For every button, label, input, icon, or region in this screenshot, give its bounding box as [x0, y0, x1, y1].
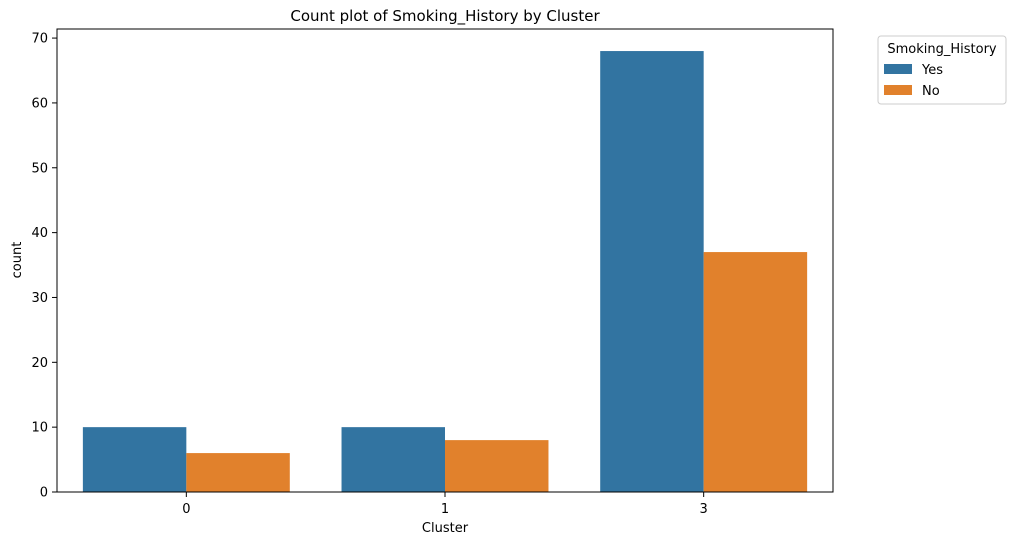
- plot-frame: [56, 28, 834, 493]
- legend-title: Smoking_History: [887, 42, 997, 57]
- x-axis-label: Cluster: [422, 521, 469, 536]
- y-tick-label: 20: [31, 356, 48, 371]
- bar-no-cluster-0: [186, 453, 290, 492]
- plot-area: 0 10 20 30 40 50 60 70 0 1 3: [31, 32, 808, 517]
- bar-no-cluster-1: [445, 440, 549, 492]
- y-tick-label: 70: [31, 32, 48, 47]
- x-tick-label: 3: [700, 502, 708, 517]
- y-axis-label: count: [10, 242, 25, 279]
- legend: Smoking_History Yes No: [877, 35, 1007, 105]
- x-tick-label: 0: [182, 502, 190, 517]
- y-tick-label: 0: [40, 486, 48, 501]
- y-tick-label: 50: [31, 161, 48, 176]
- legend-label-no: No: [922, 84, 940, 99]
- bar-yes-cluster-1: [341, 427, 445, 492]
- x-tick-label: 1: [441, 502, 449, 517]
- legend-swatch-yes: [884, 64, 912, 74]
- bar-yes-cluster-0: [82, 427, 187, 492]
- y-tick-label: 10: [31, 421, 48, 436]
- chart-title: Count plot of Smoking_History by Cluster: [290, 7, 600, 26]
- bar-yes-cluster-3: [600, 51, 704, 493]
- y-tick-label: 60: [31, 96, 48, 111]
- y-tick-label: 30: [31, 291, 48, 306]
- legend-swatch-no: [884, 85, 912, 95]
- y-tick-label: 40: [31, 226, 48, 241]
- bar-no-cluster-3: [703, 252, 808, 492]
- legend-label-yes: Yes: [921, 63, 943, 78]
